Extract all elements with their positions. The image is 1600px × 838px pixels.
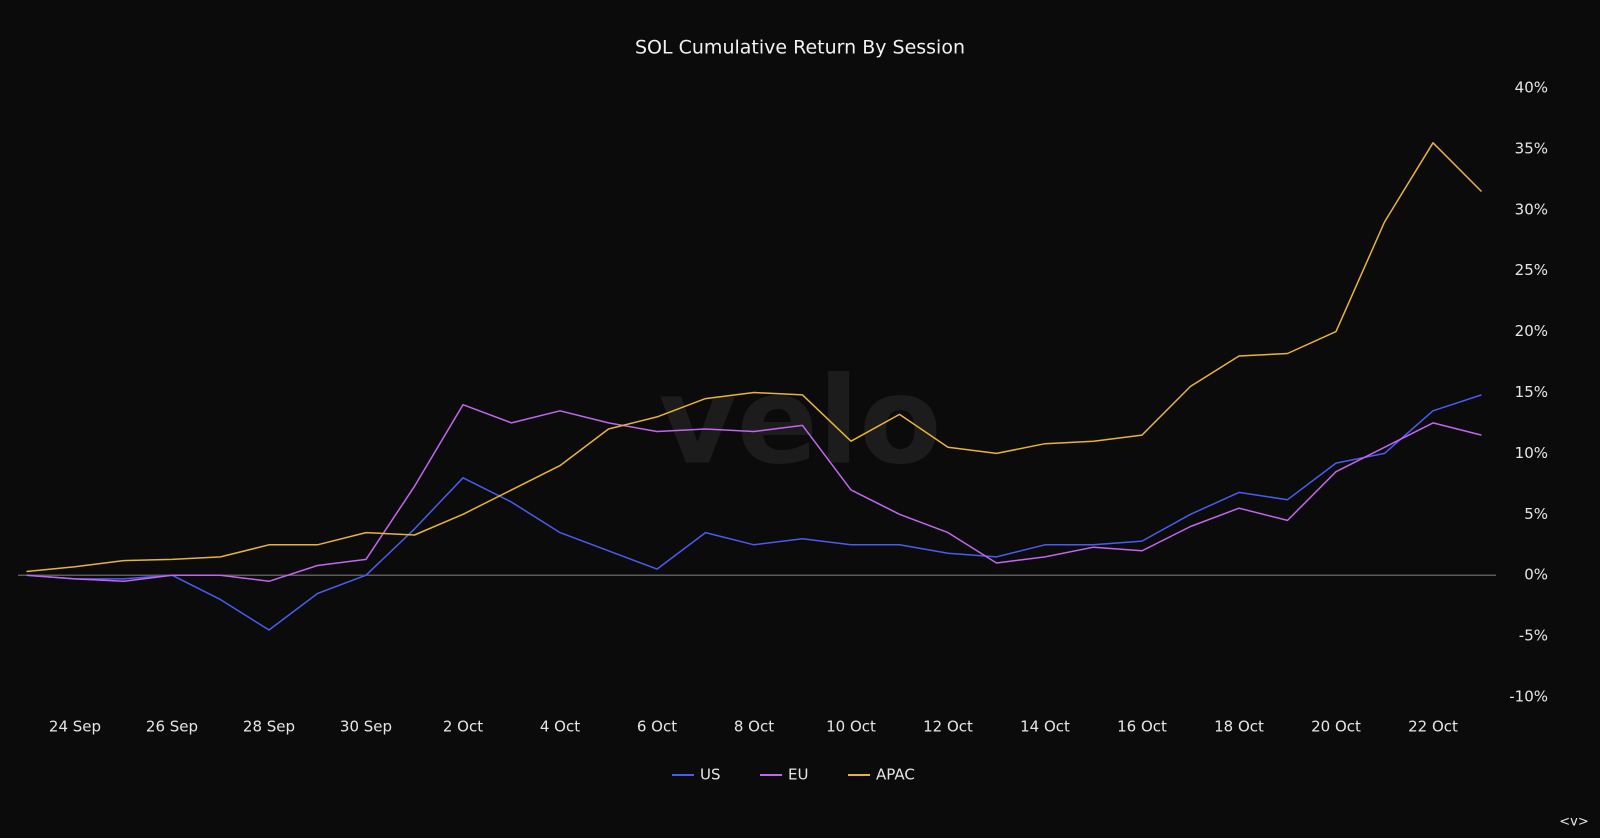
y-tick-label: 30% — [1515, 200, 1548, 218]
corner-label[interactable]: <v> — [1559, 815, 1588, 830]
x-tick-label: 4 Oct — [540, 718, 580, 736]
series-line — [26, 394, 1482, 631]
y-tick-label: 10% — [1515, 444, 1548, 462]
series-line — [26, 142, 1483, 573]
x-tick-label: 14 Oct — [1020, 718, 1070, 736]
legend-label: EU — [788, 766, 808, 784]
x-tick-label: 24 Sep — [49, 718, 101, 736]
x-tick-label: 22 Oct — [1408, 718, 1458, 736]
x-tick-label: 16 Oct — [1117, 718, 1167, 736]
x-tick-label: 26 Sep — [146, 718, 198, 736]
y-tick-label: 25% — [1515, 261, 1548, 279]
x-tick-label: 30 Sep — [340, 718, 392, 736]
x-tick-label: 8 Oct — [734, 718, 774, 736]
y-tick-label: 15% — [1515, 383, 1548, 401]
y-tick-label: 35% — [1515, 139, 1548, 157]
y-tick-label: 0% — [1524, 566, 1548, 584]
x-tick-label: 18 Oct — [1214, 718, 1264, 736]
y-tick-label: 20% — [1515, 322, 1548, 340]
x-tick-label: 10 Oct — [826, 718, 876, 736]
watermark: velo — [658, 353, 941, 492]
legend-label: APAC — [876, 766, 915, 784]
chart-title: SOL Cumulative Return By Session — [635, 37, 965, 59]
x-tick-label: 20 Oct — [1311, 718, 1361, 736]
x-tick-label: 12 Oct — [923, 718, 973, 736]
y-tick-label: 5% — [1524, 505, 1548, 523]
legend-label: US — [700, 766, 721, 784]
series-line — [26, 403, 1482, 583]
x-tick-label: 6 Oct — [637, 718, 677, 736]
x-tick-label: 28 Sep — [243, 718, 295, 736]
y-tick-label: 40% — [1515, 79, 1548, 97]
y-tick-label: -10% — [1509, 688, 1548, 706]
y-tick-label: -5% — [1519, 627, 1548, 645]
x-tick-label: 2 Oct — [443, 718, 483, 736]
